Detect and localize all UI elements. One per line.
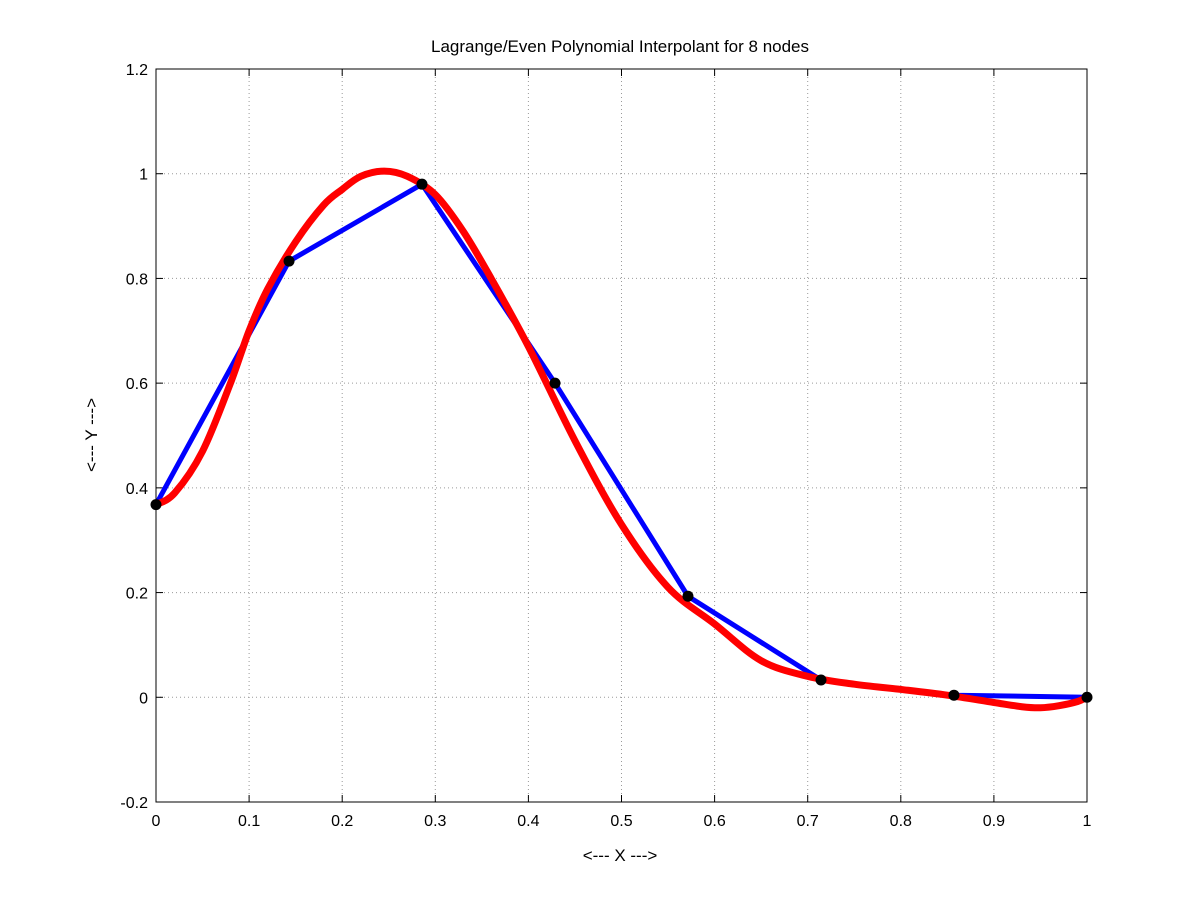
x-tick-label: 0.4 <box>517 813 539 830</box>
x-tick-label: 0.1 <box>238 813 260 830</box>
y-tick-label: 0.4 <box>126 481 148 498</box>
x-tick-label: 0.5 <box>610 813 632 830</box>
y-tick-label: 1.2 <box>126 62 148 79</box>
x-tick-label: 0.9 <box>983 813 1005 830</box>
node-point <box>150 499 162 511</box>
x-tick-label: 0.2 <box>331 813 353 830</box>
x-tick-label: 0.3 <box>424 813 446 830</box>
plot-area <box>156 69 1087 802</box>
y-tick-label: 0.8 <box>126 271 148 288</box>
series-line-polynomial <box>152 167 1091 712</box>
y-tick-labels: -0.2 0 0.2 0.4 0.6 0.8 1 1.2 <box>120 62 148 812</box>
x-tick-label: 0.7 <box>797 813 819 830</box>
y-axis-label: <--- Y ---> <box>82 398 101 472</box>
x-tick-label: 1 <box>1083 813 1092 830</box>
x-tick-label: 0.6 <box>703 813 725 830</box>
node-point <box>948 689 960 701</box>
y-tick-label: 0.6 <box>126 376 148 393</box>
node-point <box>1081 691 1093 703</box>
x-tick-label: 0.8 <box>890 813 912 830</box>
node-point <box>549 377 561 389</box>
y-tick-label: 0 <box>139 690 148 707</box>
x-tick-labels: 0 0.1 0.2 0.3 0.4 0.5 0.6 0.7 0.8 0.9 1 <box>152 813 1092 830</box>
node-point <box>416 178 428 190</box>
node-point <box>682 590 694 602</box>
y-tick-label: -0.2 <box>120 795 148 812</box>
series-lines <box>152 167 1091 712</box>
axis-ticks <box>155 68 1088 803</box>
y-tick-label: 0.2 <box>126 586 148 603</box>
x-tick-label: 0 <box>152 813 161 830</box>
node-point <box>815 674 827 686</box>
node-markers <box>150 178 1093 703</box>
chart-title: Lagrange/Even Polynomial Interpolant for… <box>431 37 809 56</box>
y-tick-label: 1 <box>139 167 148 184</box>
node-point <box>283 255 295 267</box>
x-axis-label: <--- X ---> <box>583 846 658 865</box>
